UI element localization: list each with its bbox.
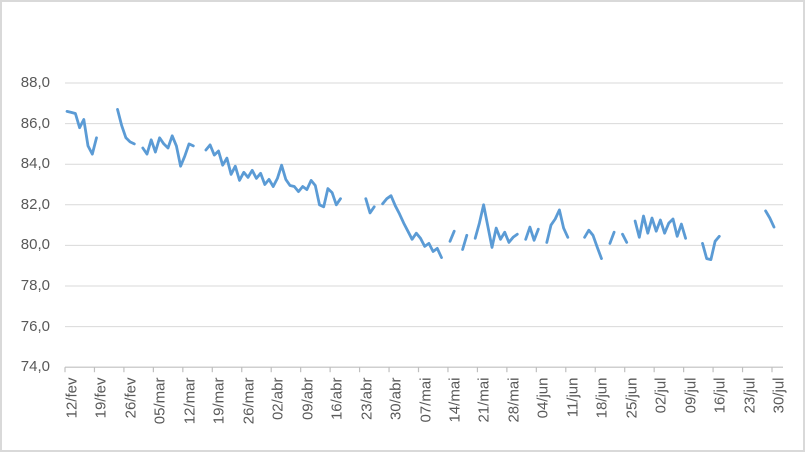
y-tick-label: 74,0 [20,358,50,376]
x-tick-label: 12/fev [63,377,81,419]
data-line-segment [116,108,136,146]
x-tick-label: 23/jul [741,377,759,414]
x-tick-label: 16/abr [328,377,346,421]
data-line-segment [524,225,540,242]
data-line-segment [461,233,469,251]
y-tick-label: 78,0 [20,277,50,294]
data-line-segment [141,134,195,168]
data-line-segment [701,234,721,262]
x-tick-label: 25/jun [623,377,641,419]
x-tick-label: 16/jul [711,377,729,414]
x-tick-label: 30/jul [770,377,788,414]
y-tick-label: 88,0 [20,74,50,91]
data-line-segment [204,143,342,209]
data-line-segment [583,228,603,261]
x-tick-label: 12/mar [181,377,199,425]
x-tick-label: 19/mar [210,377,228,425]
x-tick-label: 30/abr [387,377,405,421]
x-tick-label: 04/jun [534,377,552,419]
x-tick-label: 14/mai [446,377,464,423]
data-line-segment [608,230,616,245]
data-line-segment [621,232,629,244]
x-tick-label: 18/jun [593,377,611,419]
x-tick-label: 09/abr [299,377,317,421]
x-tick-label: 09/jul [682,377,700,414]
data-line-segment [65,110,98,156]
y-tick-label: 76,0 [20,317,50,335]
data-line-segment [473,203,519,249]
x-tick-label: 02/abr [269,377,287,421]
y-tick-label: 86,0 [20,114,50,132]
x-tick-label: 02/jul [652,377,670,414]
x-tick-label: 19/fev [92,377,110,419]
y-tick-label: 82,0 [20,195,50,213]
x-tick-label: 21/mai [475,377,493,423]
data-line-segment [448,229,456,243]
x-tick-label: 07/mai [417,377,434,423]
x-tick-label: 28/mai [505,377,523,423]
data-line-segment [764,209,776,229]
data-line-segment [545,208,570,244]
x-tick-label: 11/jun [564,377,582,418]
x-tick-label: 26/fev [122,377,140,419]
x-tick-label: 05/mar [151,377,169,425]
data-line-segment [364,197,376,215]
x-tick-label: 26/mar [240,377,258,425]
y-tick-label: 84,0 [20,155,50,173]
y-tick-label: 80,0 [20,236,50,254]
data-line-segment [381,194,443,260]
x-tick-label: 23/abr [358,377,376,421]
data-line-segment [633,214,687,240]
